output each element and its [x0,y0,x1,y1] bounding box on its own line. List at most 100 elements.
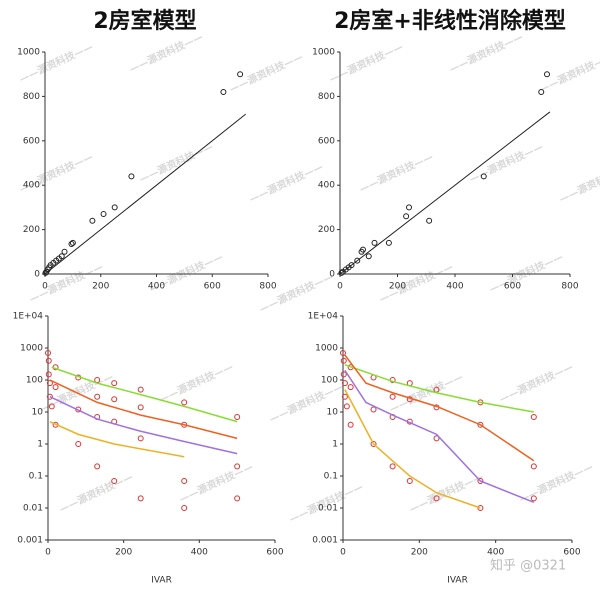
fit-line [49,420,185,458]
data-point [338,269,345,276]
data-point [137,435,144,442]
data-point [45,371,52,378]
data-point [52,384,59,391]
data-point [89,217,96,224]
y-tick-label: 10 [32,408,44,418]
watermark: ——源资科技—— [177,460,255,506]
data-point [46,264,53,271]
chart-title: 2房室模型 [93,8,196,34]
data-point [94,463,101,470]
data-point [530,463,537,470]
x-tick-label: 600 [563,548,580,558]
data-point [137,495,144,502]
watermark: ——源资科技—— [327,40,405,86]
y-tick-label: 0.01 [318,504,338,514]
x-tick-label: 800 [259,282,276,292]
data-point [389,393,396,400]
fit-line [49,379,238,440]
data-point [61,248,68,255]
data-point [340,349,346,356]
y-tick-label: 400 [318,181,335,191]
fit-line [344,364,534,413]
watermark: ——源资科技—— [257,270,335,316]
y-tick-label: 100 [26,376,43,386]
data-point [128,173,135,180]
y-tick-label: 0 [329,270,335,280]
y-tick-label: 10 [327,408,339,418]
data-point [477,421,484,428]
y-tick-label: 0.001 [312,536,338,546]
x-tick-label: 0 [42,282,48,292]
data-point [403,213,410,220]
x-tick-label: 400 [487,548,504,558]
fit-line [49,396,238,455]
x-tick-label: 800 [561,282,578,292]
y-tick-label: 0.1 [324,472,338,482]
data-point [433,435,440,442]
data-point [538,88,545,95]
chart-title: 2房室+非线性消除模型 [334,8,566,34]
watermark: ——源资科技—— [537,50,600,96]
data-point [365,253,372,260]
fit-line [44,113,247,275]
data-point [354,257,361,264]
data-point [477,505,484,511]
watermark: ——源资科技—— [127,30,205,76]
y-tick-label: 1000 [20,344,43,354]
watermark: ——源资科技—— [517,460,595,506]
y-tick-label: 0.01 [23,504,43,514]
x-tick-label: 0 [337,282,343,292]
data-point [341,380,348,387]
x-tick-label: 400 [191,548,208,558]
data-point [340,371,347,378]
y-tick-label: 1 [332,440,338,450]
data-point [530,495,537,502]
data-point [530,413,537,420]
data-point [385,239,392,246]
data-point [181,399,188,406]
y-tick-label: 1E+04 [13,312,44,322]
x-axis-label: IVAR [151,576,172,586]
data-point [100,211,107,218]
y-tick-label: 1000 [312,48,335,58]
y-tick-label: 600 [23,136,40,146]
data-point [181,505,188,511]
data-point [406,477,413,484]
data-point [48,403,55,410]
y-tick-label: 1000 [315,344,338,354]
x-tick-label: 0 [340,548,346,558]
y-tick-label: 0.001 [17,536,43,546]
watermark: ——源资科技—— [267,380,345,426]
data-point [46,393,53,400]
data-point [480,173,487,180]
data-point [69,239,76,246]
watermark: ——源资科技—— [57,470,135,516]
data-point [181,477,188,484]
data-point [406,204,412,211]
watermark: ——源资科技—— [137,140,215,186]
y-tick-label: 200 [23,225,40,235]
fit-line [51,366,238,423]
x-tick-label: 400 [446,282,463,292]
data-point [347,421,354,428]
watermark: ——源资科技—— [387,370,465,416]
data-point [389,463,396,470]
x-tick-label: 200 [389,282,406,292]
data-point [111,477,118,484]
watermark: ——源资科技—— [487,250,565,296]
y-tick-label: 1 [37,440,43,450]
fit-line [339,111,551,275]
y-tick-label: 0 [34,270,40,280]
data-point [341,393,348,400]
x-tick-label: 600 [266,548,283,558]
data-point [237,71,244,78]
data-point [55,255,62,262]
x-tick-label: 0 [45,548,51,558]
data-point [358,248,365,255]
x-tick-label: 200 [92,282,109,292]
data-point [45,357,52,364]
data-point [220,88,227,95]
watermark: ——源资科技—— [557,160,600,206]
data-point [347,384,354,391]
watermark: ——源资科技—— [357,150,435,196]
